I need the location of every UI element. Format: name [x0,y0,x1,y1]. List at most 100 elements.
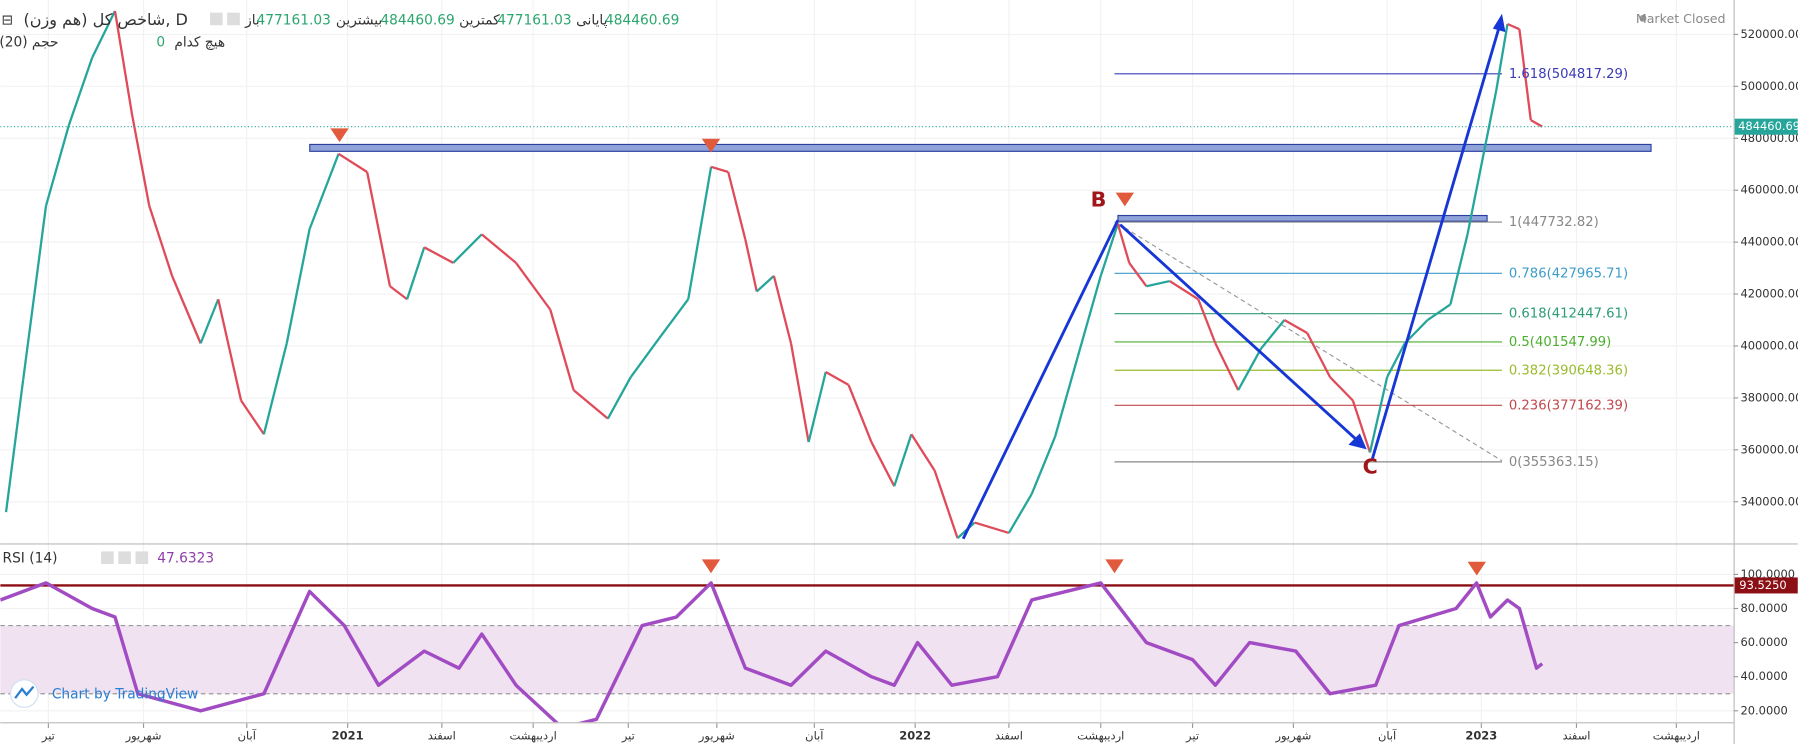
fib-label: 0.786(427965.71) [1509,266,1628,281]
rsi-value: 47.6323 [157,550,214,566]
eye-icon[interactable] [101,551,114,565]
low-label: کمترین [459,13,500,29]
wave-arrow [1119,223,1364,446]
price-segment [1368,376,1389,453]
price-segment [772,275,793,344]
price-segment [1237,348,1263,391]
rsi-band [0,625,1734,694]
price-segment [389,285,408,301]
fib-label: 0.236(377162.39) [1509,398,1628,413]
x-tick-label: اردیبهشت [1077,728,1124,743]
fib-label: 0.382(390648.36) [1509,363,1628,378]
price-segment [262,343,288,435]
settings-icon[interactable] [227,12,240,26]
price-segment [933,470,959,539]
price-segment [658,298,690,339]
x-tick-label: آبان [1378,728,1397,742]
rsi-pane [0,581,1734,723]
last-price-tag [1734,118,1798,135]
price-segment [1260,319,1286,350]
x-tick-label: اسفند [428,728,456,742]
open-label: باز [244,13,260,29]
price-pane [0,10,1734,539]
watermark[interactable]: Chart by TradingView [52,687,198,703]
price-segment [1507,22,1520,31]
wave-label: B [1091,188,1107,212]
price-segment [789,343,810,443]
price-segment [1449,234,1469,305]
x-tick-label: شهریور [1274,728,1311,743]
rsi-title: RSI (14) [3,550,58,566]
x-tick-label: تیر [621,728,635,743]
price-segment [308,153,340,230]
price-segment [1197,298,1217,344]
y-tick-label: 500000.00 [1740,79,1798,93]
x-tick-label: آبان [805,728,824,742]
y-tick-label: 340000.00 [1740,494,1798,508]
price-segment [452,233,483,264]
rsi-line [0,581,1544,723]
x-tick-label: 2023 [1465,728,1497,742]
y-tick-label: 60.0000 [1740,635,1787,649]
x-tick-label: تیر [41,728,55,743]
price-segment [1076,275,1102,357]
price-segment [1283,319,1308,334]
price-segment [113,10,134,116]
x-tick-label: شهریور [698,728,735,743]
open-value: 477161.03 [257,13,331,29]
logo-icon [14,685,35,699]
price-segment [366,171,392,287]
y-tick-label: 360000.00 [1740,442,1798,456]
price-segment [199,298,220,344]
close-icon[interactable] [135,551,149,565]
price-segment [825,370,850,386]
price-segment [240,399,265,435]
y-tick-label: 380000.00 [1740,390,1798,404]
wave-arrow [1371,24,1502,459]
price-segment [337,152,368,173]
price-segment [807,371,827,443]
x-tick-label: آبان [238,728,257,742]
price-segment [549,309,575,391]
price-segment [870,441,896,487]
price-segment [1483,91,1498,149]
price-segment [1518,29,1532,121]
settings-icon[interactable] [118,551,131,565]
price-segment [1053,356,1079,438]
price-segment [1386,342,1406,378]
price-segment [974,521,1010,535]
marker [1105,559,1124,574]
arrow-head [1492,13,1506,33]
price-segment [91,10,117,59]
price-segment [148,205,174,277]
price-segment [744,239,758,292]
background-layer [0,0,1734,723]
price-segment [515,262,552,311]
marker [1467,561,1486,576]
price-segment [727,171,747,240]
collapse-icon[interactable]: ⊟ [1,13,13,29]
price-segment [910,433,936,472]
price-segment [1306,332,1332,378]
price-segment [217,298,243,401]
status-dot [1639,14,1647,22]
arrow-head [1348,433,1367,450]
price-segment [481,233,517,264]
fib-label: 1.618(504817.29) [1509,67,1628,82]
y-tick-label: 40.0000 [1740,669,1787,683]
eye-icon[interactable] [210,12,223,26]
price-segment [1214,342,1240,391]
market-status: Market Closed [1636,11,1726,26]
y-tick-label: 20.0000 [1740,703,1787,717]
price-segment [1351,400,1372,453]
price-segment [171,275,202,344]
rsi-level-tag [1734,577,1798,594]
fib-label: 1(447732.82) [1509,215,1599,230]
y-tick-label: 80.0000 [1740,601,1787,615]
y-tick-label: 460000.00 [1740,183,1798,197]
price-segment [285,228,311,344]
x-tick-label: اسفند [995,728,1023,742]
price-segment [629,337,661,378]
price-segment [710,165,729,174]
price-segment [847,384,873,443]
